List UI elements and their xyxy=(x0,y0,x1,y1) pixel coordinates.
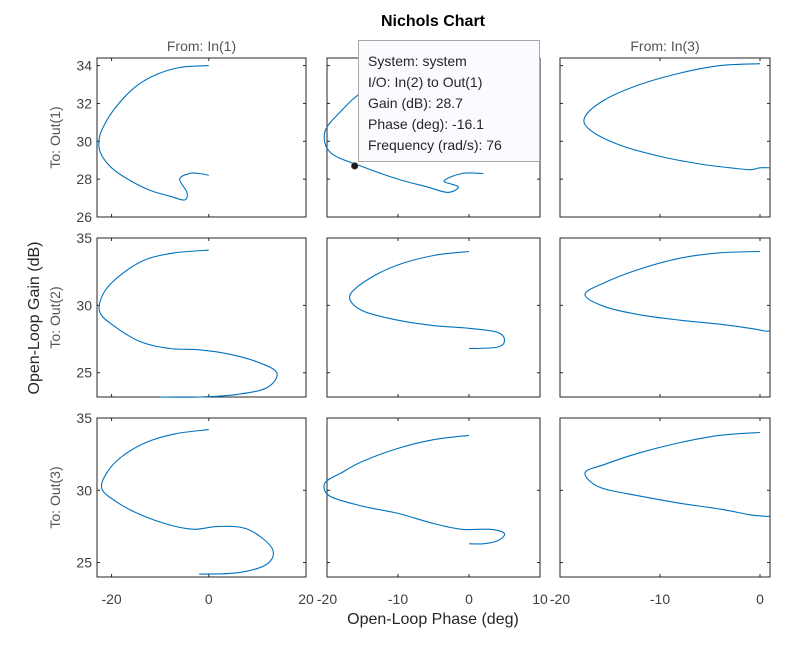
y-tick-label: 30 xyxy=(76,482,92,498)
axes-box xyxy=(559,237,771,398)
y-tick-label: 35 xyxy=(76,410,92,426)
y-tick-label: 25 xyxy=(76,365,92,381)
x-tick-label: 0 xyxy=(756,591,764,607)
nichols-curve xyxy=(98,65,209,201)
x-tick-label: -20 xyxy=(317,591,337,607)
data-tip-phase: Phase (deg): -16.1 xyxy=(368,116,484,132)
x-axis-label: Open-Loop Phase (deg) xyxy=(347,611,519,628)
subplot-panel xyxy=(559,57,771,218)
nichols-curve xyxy=(98,249,278,398)
y-tick-label: 30 xyxy=(76,297,92,313)
x-tick-label: 10 xyxy=(532,591,548,607)
subplot-panel xyxy=(559,237,771,398)
y-tick-label: 30 xyxy=(76,133,92,149)
row-title: To: Out(2) xyxy=(47,286,63,348)
column-title: From: In(1) xyxy=(167,38,236,54)
x-tick-label: -10 xyxy=(650,591,670,607)
nichols-curve xyxy=(584,250,771,332)
row-title: To: Out(1) xyxy=(47,106,63,168)
y-tick-label: 32 xyxy=(76,95,92,111)
axes-box xyxy=(96,417,307,578)
data-tip-gain: Gain (dB): 28.7 xyxy=(368,95,463,111)
axes-box xyxy=(559,57,771,218)
nichols-curve xyxy=(323,434,506,545)
subplot-panel: 26 28 30 32 34 xyxy=(76,57,307,225)
y-tick-label: 25 xyxy=(76,555,92,571)
data-tip-marker[interactable] xyxy=(351,162,359,170)
nichols-curve xyxy=(583,63,771,171)
x-tick-label: -20 xyxy=(101,591,121,607)
y-axis-label: Open-Loop Gain (dB) xyxy=(26,242,43,395)
x-tick-label: -20 xyxy=(550,591,570,607)
axes-box xyxy=(326,237,541,398)
nichols-curve xyxy=(349,250,506,350)
axes-box xyxy=(96,237,307,398)
x-tick-label: 20 xyxy=(298,591,314,607)
x-tick-label: 0 xyxy=(465,591,473,607)
subplot-panel: -20 -10 0 xyxy=(550,417,771,607)
data-tip-system: System: system xyxy=(368,53,467,69)
row-title: To: Out(3) xyxy=(47,466,63,528)
y-tick-label: 28 xyxy=(76,171,92,187)
chart-title: Nichols Chart xyxy=(381,13,486,30)
y-tick-label: 35 xyxy=(76,230,92,246)
subplot-panel xyxy=(326,237,541,398)
subplot-panel: -20 -10 0 10 xyxy=(317,417,548,607)
data-tip: System: system I/O: In(2) to Out(1) Gain… xyxy=(358,40,540,162)
x-tick-label: -10 xyxy=(388,591,408,607)
axes-box xyxy=(96,57,307,218)
nichols-curve xyxy=(584,431,771,517)
data-tip-frequency: Frequency (rad/s): 76 xyxy=(368,137,502,153)
column-title: From: In(3) xyxy=(630,38,699,54)
subplot-panel: -20 0 20 25 30 35 xyxy=(76,410,314,607)
axes-box xyxy=(559,417,771,578)
y-tick-label: 26 xyxy=(76,209,92,225)
x-tick-label: 0 xyxy=(205,591,213,607)
data-tip-io: I/O: In(2) to Out(1) xyxy=(368,74,483,90)
axes-box xyxy=(326,417,541,578)
subplot-panel: 25 30 35 xyxy=(76,230,307,398)
y-tick-label: 34 xyxy=(76,58,92,74)
nichols-curve xyxy=(100,429,274,575)
